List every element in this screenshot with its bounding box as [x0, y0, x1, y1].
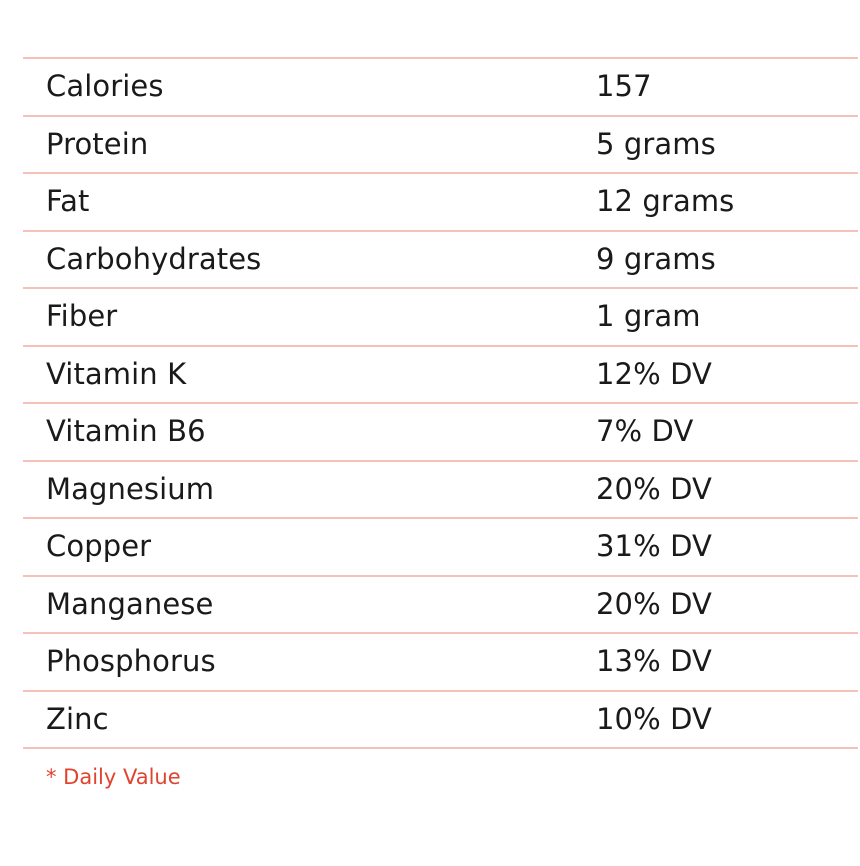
table-row: Fat 12 grams: [23, 174, 858, 232]
table-row: Magnesium 20% DV: [23, 462, 858, 519]
table-row: Vitamin B6 7% DV: [23, 404, 858, 462]
nutrient-value: 20% DV: [596, 586, 712, 621]
nutrient-value: 12 grams: [596, 184, 735, 218]
nutrient-name: Magnesium: [46, 471, 215, 506]
nutrient-name: Phosphorus: [46, 644, 216, 678]
nutrient-name: Carbohydrates: [46, 241, 262, 276]
nutrient-name: Fiber: [46, 299, 118, 333]
nutrient-name: Manganese: [46, 586, 214, 621]
nutrient-value: 9 grams: [596, 241, 716, 276]
nutrient-value: 7% DV: [596, 414, 694, 448]
table-row: Copper 31% DV: [23, 519, 858, 577]
nutrient-name: Copper: [46, 529, 152, 563]
nutrient-name: Zinc: [46, 701, 109, 736]
nutrient-value: 5 grams: [596, 126, 716, 161]
table-row: Vitamin K 12% DV: [23, 347, 858, 404]
nutrient-name: Vitamin B6: [46, 414, 206, 448]
table-row: Calories 157: [23, 59, 858, 117]
nutrient-value: 20% DV: [596, 471, 712, 506]
table-row: Zinc 10% DV: [23, 692, 858, 749]
nutrient-value: 31% DV: [596, 529, 712, 563]
nutrient-value: 1 gram: [596, 299, 701, 333]
nutrient-name: Vitamin K: [46, 356, 187, 391]
nutrient-value: 157: [596, 69, 652, 103]
table-row: Manganese 20% DV: [23, 577, 858, 634]
nutrient-value: 12% DV: [596, 356, 712, 391]
nutrient-name: Fat: [46, 184, 90, 218]
nutrition-table: Calories 157 Protein 5 grams Fat 12 gram…: [23, 57, 858, 749]
nutrient-name: Protein: [46, 126, 149, 161]
nutrient-value: 10% DV: [596, 701, 712, 736]
table-row: Protein 5 grams: [23, 117, 858, 174]
footnote: * Daily Value: [46, 765, 181, 789]
nutrient-name: Calories: [46, 69, 164, 103]
table-row: Phosphorus 13% DV: [23, 634, 858, 692]
nutrient-value: 13% DV: [596, 644, 712, 678]
table-row: Carbohydrates 9 grams: [23, 232, 858, 289]
table-row: Fiber 1 gram: [23, 289, 858, 347]
